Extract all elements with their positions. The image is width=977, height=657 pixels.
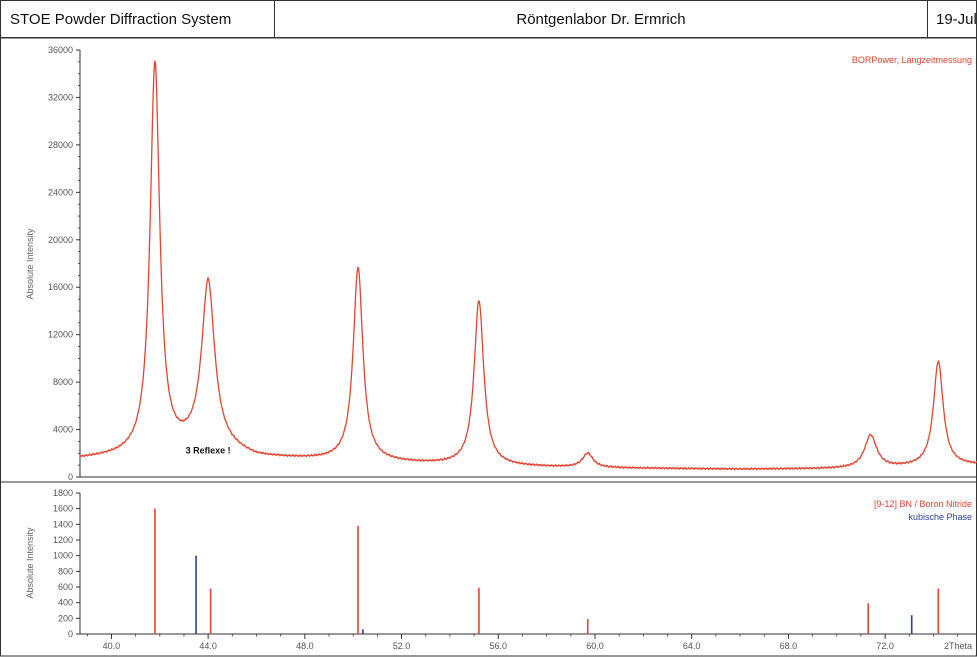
bottom-y-tick-label: 1600 (53, 504, 73, 514)
report-date: 19-Jul-07 (936, 10, 976, 28)
bottom-y-tick-label: 0 (68, 629, 73, 639)
bottom-y-tick-label: 600 (58, 582, 73, 592)
kubische-legend: kubische Phase (908, 512, 972, 522)
bottom-y-tick-label: 1400 (53, 519, 73, 529)
bottom-y-axis-label: Absolute Intensity (25, 527, 35, 599)
top-y-tick-label: 20000 (48, 235, 73, 245)
top-y-tick-label: 0 (68, 472, 73, 482)
x-tick-label: 68.0 (780, 641, 798, 651)
bottom-y-tick-label: 1000 (53, 551, 73, 561)
x-tick-label: 64.0 (683, 641, 701, 651)
bottom-y-tick-label: 800 (58, 566, 73, 576)
plot-frame (0, 37, 977, 657)
top-y-tick-label: 4000 (53, 425, 73, 435)
x-tick-label: 40.0 (103, 641, 121, 651)
bottom-y-tick-label: 400 (58, 598, 73, 608)
top-y-axis-label: Absolute Intensity (25, 228, 35, 300)
reference-pattern-panel: 0 200 400 600 800 1000 1200 1400 1600 1800 40.0 44… (25, 488, 977, 651)
x-tick-label: 56.0 (490, 641, 508, 651)
x-tick-label: 72.0 (876, 641, 894, 651)
x-tick-label: 44.0 (199, 641, 217, 651)
top-y-tick-label: 32000 (48, 92, 73, 102)
x-tick-label: 60.0 (586, 641, 604, 651)
top-y-tick-label: 36000 (48, 45, 73, 55)
measured-curve (79, 60, 977, 471)
x-tick-label: 52.0 (393, 641, 411, 651)
bottom-y-tick-label: 1800 (53, 488, 73, 498)
top-y-tick-label: 16000 (48, 282, 73, 292)
bottom-y-tick-label: 1200 (53, 535, 73, 545)
top-y-tick-label: 28000 (48, 140, 73, 150)
top-y-tick-label: 24000 (48, 187, 73, 197)
reflexe-annotation: 3 Reflexe ! (186, 445, 231, 455)
measured-legend: BORPower, Langzeitmessung (852, 55, 972, 65)
x-axis-label: 2Theta (944, 641, 972, 651)
x-tick-label: 48.0 (296, 641, 314, 651)
lab-name: Röntgenlabor Dr. Ermrich (275, 1, 928, 37)
bottom-y-tick-label: 200 (58, 613, 73, 623)
measured-pattern-panel: 0 4000 8000 12000 16000 20000 24000 28000 32000 3… (25, 45, 977, 482)
system-title: STOE Powder Diffraction System (1, 1, 275, 37)
bn-legend: [9-12] BN / Boron Nitride (874, 499, 972, 509)
top-y-tick-label: 8000 (53, 377, 73, 387)
top-y-tick-label: 12000 (48, 330, 73, 340)
